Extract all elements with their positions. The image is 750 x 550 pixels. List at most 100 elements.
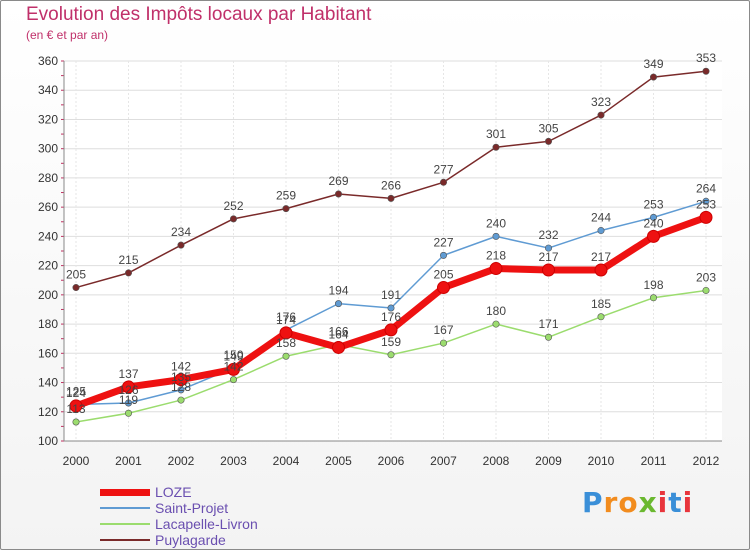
x-tick-label: 2006 bbox=[378, 454, 405, 468]
legend-swatch bbox=[100, 507, 150, 509]
legend-label: Saint-Projet bbox=[155, 500, 229, 516]
data-point bbox=[125, 399, 133, 407]
data-label: 142 bbox=[223, 360, 243, 374]
data-point bbox=[122, 380, 135, 394]
data-point bbox=[72, 284, 80, 292]
y-tick-label: 320 bbox=[38, 112, 58, 126]
data-label: 323 bbox=[591, 95, 611, 109]
data-point bbox=[387, 304, 395, 312]
y-tick-label: 120 bbox=[38, 405, 58, 419]
x-tick-label: 2001 bbox=[115, 454, 142, 468]
x-tick-label: 2007 bbox=[430, 454, 457, 468]
data-label: 126 bbox=[118, 383, 138, 397]
x-tick-label: 2005 bbox=[325, 454, 352, 468]
legend-swatch bbox=[100, 539, 150, 541]
data-label: 353 bbox=[696, 51, 716, 65]
data-label: 217 bbox=[538, 250, 558, 264]
data-label: 149 bbox=[223, 349, 243, 363]
y-tick-label: 300 bbox=[38, 142, 58, 156]
data-point bbox=[387, 351, 395, 359]
data-label: 215 bbox=[118, 253, 138, 267]
proxiti-logo: Proxiti bbox=[582, 486, 693, 519]
data-label: 124 bbox=[66, 386, 86, 400]
data-label: 277 bbox=[433, 162, 453, 176]
legend-swatch bbox=[100, 523, 150, 525]
data-label: 252 bbox=[223, 199, 243, 213]
data-point bbox=[544, 333, 552, 341]
y-tick-label: 280 bbox=[38, 171, 58, 185]
data-point bbox=[597, 313, 605, 321]
data-label: 185 bbox=[591, 297, 611, 311]
data-label: 137 bbox=[118, 367, 138, 381]
data-point bbox=[542, 263, 555, 277]
data-label: 194 bbox=[328, 284, 348, 298]
data-point bbox=[177, 386, 185, 394]
data-point bbox=[387, 194, 395, 202]
data-point bbox=[439, 251, 447, 259]
data-point bbox=[489, 262, 503, 276]
logo-letter: P bbox=[582, 486, 604, 519]
data-label: 205 bbox=[66, 268, 86, 282]
data-point bbox=[282, 205, 290, 213]
x-tick-label: 2002 bbox=[168, 454, 195, 468]
y-tick-label: 340 bbox=[38, 83, 58, 97]
data-label: 166 bbox=[328, 325, 348, 339]
data-label: 119 bbox=[119, 393, 138, 407]
data-label: 191 bbox=[381, 288, 401, 302]
data-point bbox=[594, 263, 608, 277]
data-point bbox=[279, 326, 293, 340]
data-label: 176 bbox=[381, 310, 401, 324]
x-tick-label: 2008 bbox=[483, 454, 510, 468]
data-point bbox=[597, 111, 605, 119]
data-point bbox=[334, 300, 342, 308]
data-point bbox=[227, 362, 240, 376]
x-tick-label: 2000 bbox=[63, 454, 90, 468]
data-label: 198 bbox=[643, 278, 663, 292]
data-label: 349 bbox=[643, 57, 663, 71]
y-tick-label: 140 bbox=[38, 376, 58, 390]
data-point bbox=[384, 323, 398, 337]
data-point bbox=[492, 232, 500, 240]
logo-letter: r bbox=[603, 486, 619, 519]
data-label: 158 bbox=[276, 336, 296, 350]
data-point bbox=[230, 215, 238, 223]
data-label: 164 bbox=[328, 327, 348, 341]
data-label: 203 bbox=[696, 270, 716, 284]
logo-letter: i bbox=[682, 486, 694, 519]
data-point bbox=[492, 143, 500, 151]
data-point bbox=[437, 281, 450, 295]
data-point bbox=[597, 227, 605, 235]
data-label: 240 bbox=[643, 216, 663, 230]
data-point bbox=[492, 320, 500, 328]
data-label: 159 bbox=[381, 335, 401, 349]
data-label: 180 bbox=[486, 304, 506, 318]
legend-label: LOZE bbox=[155, 484, 192, 500]
data-point bbox=[72, 418, 80, 426]
x-tick-label: 2003 bbox=[220, 454, 247, 468]
legend-label: Puylagarde bbox=[155, 532, 226, 548]
y-tick-label: 100 bbox=[38, 434, 58, 448]
data-label: 205 bbox=[433, 268, 453, 282]
data-point bbox=[699, 210, 713, 224]
data-label: 232 bbox=[538, 228, 558, 242]
x-tick-label: 2004 bbox=[273, 454, 300, 468]
y-tick-label: 220 bbox=[38, 259, 58, 273]
x-tick-label: 2011 bbox=[641, 454, 667, 468]
data-label: 269 bbox=[328, 174, 348, 188]
logo-letter: i bbox=[657, 486, 669, 519]
data-label: 301 bbox=[486, 127, 506, 141]
y-tick-label: 200 bbox=[38, 288, 58, 302]
data-label: 264 bbox=[696, 181, 716, 195]
data-point bbox=[125, 269, 133, 277]
data-point bbox=[649, 294, 657, 302]
data-point bbox=[439, 339, 447, 347]
logo-letter: t bbox=[668, 486, 683, 519]
data-label: 176 bbox=[276, 310, 296, 324]
chart-title: Evolution des Impôts locaux par Habitant bbox=[26, 4, 372, 25]
data-point bbox=[69, 399, 83, 413]
data-label: 253 bbox=[643, 197, 663, 211]
data-point bbox=[647, 229, 660, 243]
data-label: 125 bbox=[66, 384, 86, 398]
data-point bbox=[125, 409, 133, 417]
